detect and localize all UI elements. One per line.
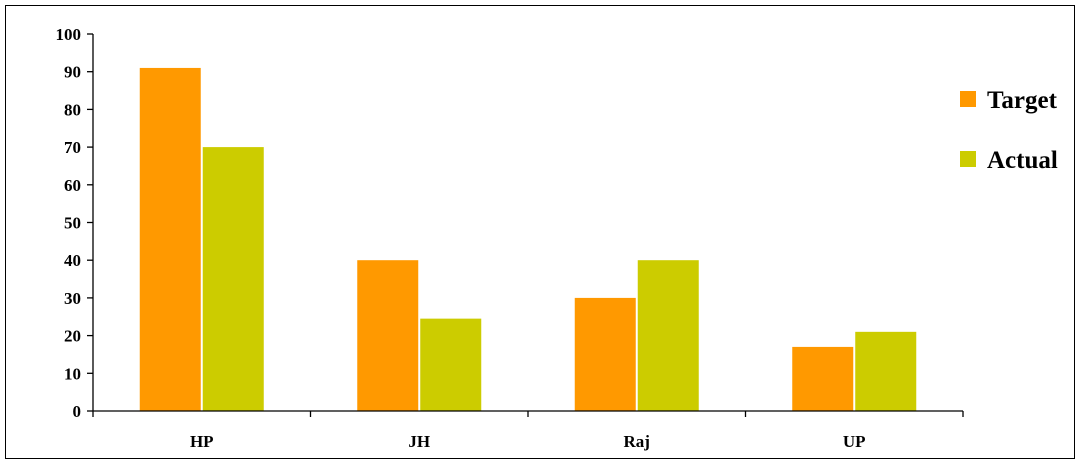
legend-swatch-actual: [960, 151, 976, 167]
legend: Target Actual: [960, 87, 1058, 174]
x-ticks-group: HP JH Raj UP: [92, 411, 964, 451]
y-tick-label: 40: [64, 251, 81, 270]
y-tick-label: 60: [64, 176, 81, 195]
legend-swatch-target: [960, 91, 976, 107]
y-tick-label: 80: [64, 100, 81, 119]
y-tick-label: 20: [64, 327, 81, 346]
bar-actual-jh: [420, 318, 482, 411]
legend-label-target: Target: [987, 87, 1058, 114]
x-tick-label: Raj: [624, 432, 650, 451]
x-tick-label: HP: [190, 432, 214, 451]
bars-group: [139, 67, 917, 412]
y-tick-label: 70: [64, 138, 81, 157]
y-ticks-group: 0 10 20 30 40 50 60 70 80 90 100: [56, 25, 93, 421]
y-tick-label: 90: [64, 63, 81, 82]
y-tick-label: 50: [64, 214, 81, 233]
bar-target-jh: [357, 260, 419, 411]
y-tick-label: 0: [73, 402, 82, 421]
y-tick-label: 100: [56, 25, 82, 44]
bar-actual-up: [855, 331, 917, 411]
y-tick-label: 10: [64, 364, 81, 383]
x-tick-label: JH: [408, 432, 430, 451]
bar-target-hp: [139, 67, 201, 412]
bar-actual-raj: [637, 260, 699, 411]
bar-actual-hp: [202, 147, 264, 411]
legend-label-actual: Actual: [987, 147, 1058, 174]
y-tick-label: 30: [64, 289, 81, 308]
bar-target-up: [792, 346, 854, 411]
x-tick-label: UP: [843, 432, 866, 451]
bar-target-raj: [574, 297, 636, 411]
